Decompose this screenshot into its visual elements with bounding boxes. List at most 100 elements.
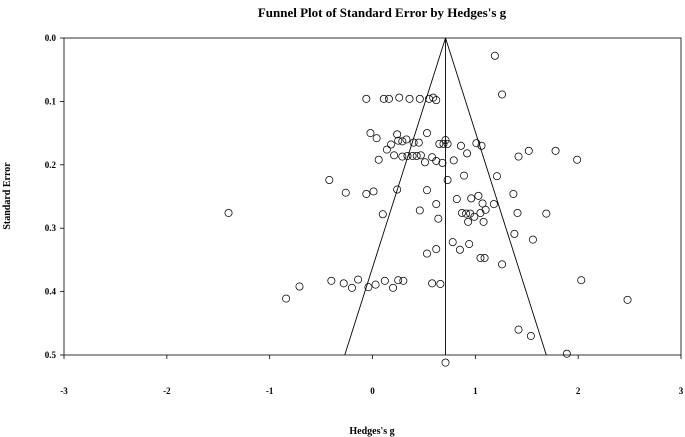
study-point — [498, 90, 507, 99]
plot-area-frame — [63, 37, 682, 356]
study-point — [327, 276, 336, 285]
study-point — [436, 280, 445, 288]
study-point — [441, 358, 450, 367]
study-point — [364, 283, 373, 292]
study-point — [449, 156, 458, 165]
study-point — [467, 194, 476, 203]
study-point — [224, 209, 233, 217]
study-point — [480, 254, 489, 262]
study-point — [295, 282, 304, 291]
study-point — [443, 176, 452, 184]
study-point — [341, 188, 350, 197]
study-point — [466, 209, 475, 218]
study-point — [372, 134, 381, 143]
x-tick-label: 1 — [473, 386, 478, 396]
study-point — [402, 135, 411, 144]
study-point — [490, 51, 499, 60]
study-point — [395, 93, 404, 102]
study-point — [456, 141, 465, 150]
study-point — [428, 153, 437, 162]
study-point — [464, 217, 473, 226]
study-point — [415, 206, 424, 215]
study-point — [465, 240, 474, 249]
study-point — [369, 187, 378, 196]
x-tick-label: 0 — [370, 386, 375, 396]
study-point — [412, 151, 421, 160]
y-tick-label: 0.3 — [45, 223, 57, 233]
study-point — [382, 145, 391, 154]
study-point — [428, 279, 437, 288]
study-point — [441, 136, 450, 145]
study-point — [492, 172, 501, 181]
study-point — [479, 217, 488, 226]
y-tick-label: 0.1 — [45, 96, 57, 106]
study-point — [439, 139, 448, 148]
study-point — [362, 189, 371, 198]
study-point — [393, 130, 402, 139]
study-point — [408, 151, 417, 160]
study-point — [423, 129, 431, 138]
study-point — [478, 199, 487, 208]
x-axis-label: Hedges's g — [349, 426, 394, 437]
study-point — [573, 155, 582, 164]
y-tick-label: 0.0 — [45, 33, 57, 43]
study-point — [452, 195, 461, 204]
x-tick-label: -1 — [266, 386, 274, 396]
study-point — [366, 129, 375, 138]
study-point — [514, 152, 523, 161]
study-point — [513, 209, 522, 217]
study-point — [443, 139, 452, 148]
study-point — [460, 171, 468, 180]
y-axis-ticks: 0.0 0.1 0.2 0.3 0.4 0.5 — [45, 33, 64, 360]
study-point — [389, 283, 398, 292]
study-point — [387, 140, 395, 149]
study-point — [435, 139, 444, 148]
study-point — [394, 136, 403, 145]
study-point — [470, 212, 479, 221]
x-axis-ticks: -3 -2 -1 0 1 2 3 — [60, 355, 684, 396]
study-point — [393, 185, 402, 194]
study-point — [438, 158, 447, 167]
study-point — [354, 275, 363, 284]
study-point — [394, 276, 403, 285]
study-point — [398, 137, 407, 146]
study-point — [526, 332, 535, 340]
x-tick-label: 3 — [679, 386, 684, 396]
study-point — [371, 280, 380, 289]
study-point — [542, 209, 551, 218]
study-point — [379, 94, 388, 103]
study-point — [477, 141, 486, 150]
study-point — [432, 96, 441, 105]
y-tick-label: 0.4 — [45, 287, 57, 297]
study-point — [416, 151, 425, 160]
funnel-right-bound — [445, 37, 547, 356]
study-point — [405, 94, 414, 103]
study-point — [403, 151, 412, 160]
study-point — [551, 146, 560, 155]
study-point — [378, 210, 387, 219]
study-point — [474, 191, 483, 200]
study-point — [489, 200, 498, 209]
study-point — [429, 93, 438, 102]
funnel-left-bound — [344, 37, 446, 356]
study-point — [282, 294, 291, 303]
study-point — [339, 279, 348, 288]
study-point — [577, 276, 586, 285]
x-tick-label: -3 — [60, 386, 68, 396]
study-point — [510, 229, 519, 238]
study-point — [448, 238, 457, 247]
x-tick-label: 2 — [576, 386, 581, 396]
study-point — [415, 94, 424, 103]
y-tick-label: 0.5 — [45, 350, 57, 360]
study-point — [420, 158, 429, 167]
study-point — [514, 325, 523, 334]
study-point — [384, 94, 393, 103]
study-point — [347, 283, 356, 292]
study-point — [398, 152, 407, 161]
study-point — [325, 176, 334, 184]
study-point — [562, 349, 571, 358]
study-point — [498, 260, 507, 269]
study-point — [432, 245, 441, 254]
study-point — [457, 209, 466, 217]
